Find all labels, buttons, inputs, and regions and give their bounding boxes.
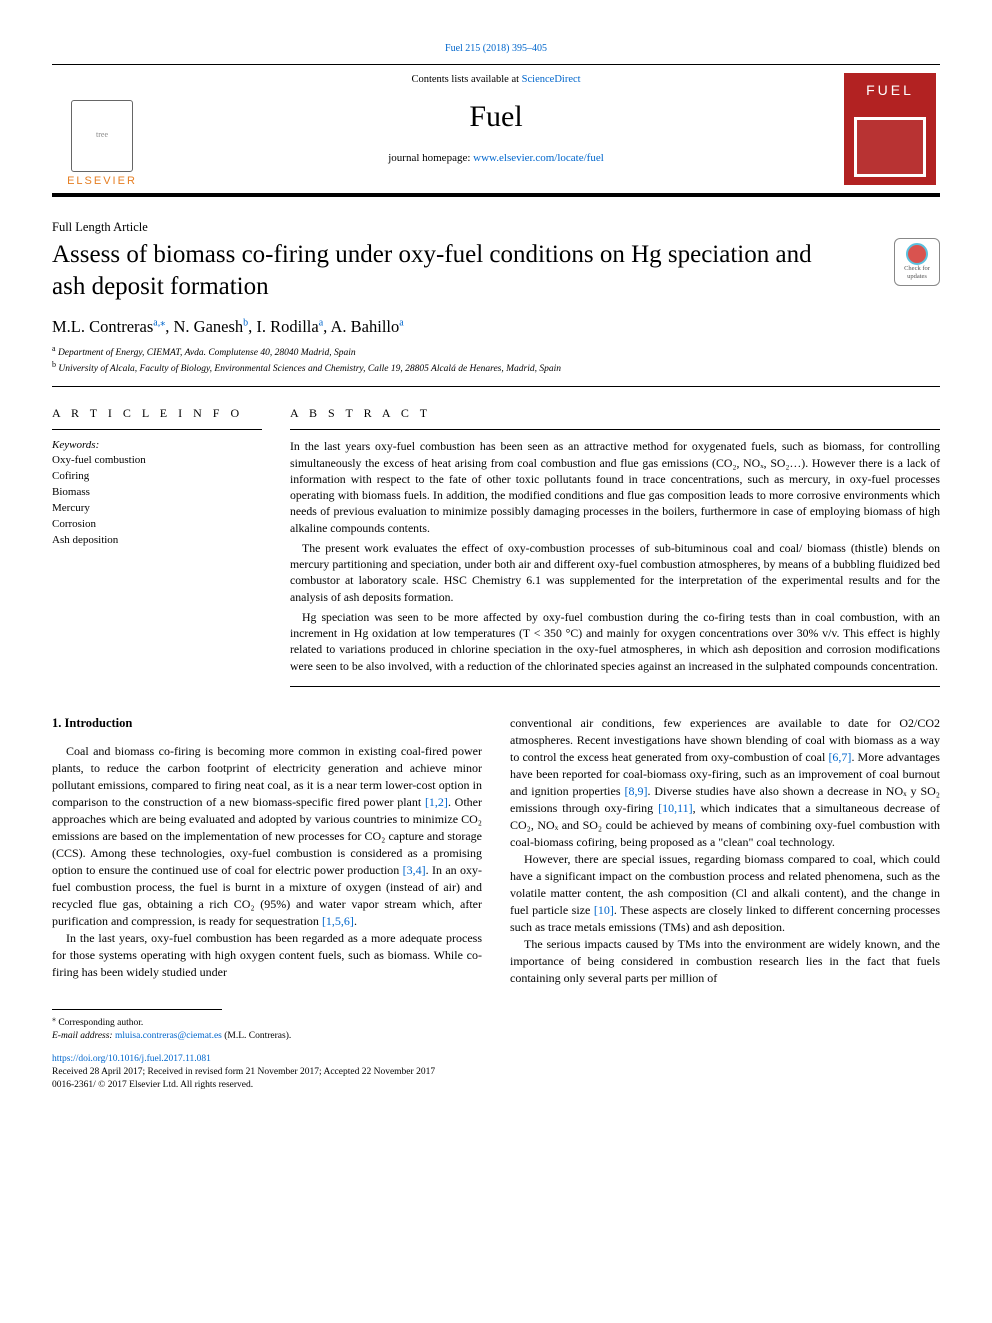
ref-12[interactable]: [1,2] [425,795,448,809]
info-abstract-row: A R T I C L E I N F O Keywords: Oxy-fuel… [52,405,940,687]
ref-34[interactable]: [3,4] [403,863,426,877]
contents-line: Contents lists available at ScienceDirec… [162,73,830,87]
publisher-logo: tree ELSEVIER [52,65,162,193]
ref-10[interactable]: [10] [594,903,614,917]
abstract-rule [290,429,940,430]
footnotes: ⁎ Corresponding author. E-mail address: … [52,1014,940,1043]
keyword-2: Biomass [52,485,262,501]
header-center: Contents lists available at ScienceDirec… [162,65,830,193]
rule-after-abstract [290,686,940,687]
copyright-line: 0016-2361/ © 2017 Elsevier Ltd. All righ… [52,1079,940,1092]
author-1: N. Ganesh [173,317,243,336]
journal-cover-text: FUEL [866,81,914,100]
article-info-col: A R T I C L E I N F O Keywords: Oxy-fuel… [52,405,262,687]
author-2-aff: a [319,317,323,328]
body-col-right: conventional air conditions, few experie… [510,715,940,988]
rule-above-info [52,386,940,387]
keyword-5: Ash deposition [52,533,262,549]
email-label: E-mail address: [52,1031,115,1041]
doi-link[interactable]: https://doi.org/10.1016/j.fuel.2017.11.0… [52,1053,940,1066]
section-1-heading: 1. Introduction [52,715,482,733]
keywords-list: Oxy-fuel combustion Cofiring Biomass Mer… [52,453,262,549]
journal-cover-inner [854,117,926,177]
author-3: A. Bahillo [331,317,400,336]
author-0: M.L. Contreras [52,317,153,336]
body-p-l0: Coal and biomass co-firing is becoming m… [52,743,482,930]
aff-key-a: a [52,344,56,353]
article-info-rule [52,429,262,430]
ref-89[interactable]: [8,9] [624,784,647,798]
abstract-p1: The present work evaluates the effect of… [290,540,940,605]
check-updates-badge[interactable]: Check for updates [894,238,940,286]
citation-header-link[interactable]: Fuel 215 (2018) 395–405 [52,42,940,56]
abstract-p2: Hg speciation was seen to be more affect… [290,609,940,674]
body-p-l1: In the last years, oxy-fuel combustion h… [52,930,482,981]
homepage-link[interactable]: www.elsevier.com/locate/fuel [473,152,604,164]
journal-title: Fuel [162,97,830,138]
homepage-prefix: journal homepage: [388,152,473,164]
section-title: Introduction [65,716,133,730]
footnote-rule [52,1009,222,1010]
author-3-aff: a [399,317,403,328]
homepage-line: journal homepage: www.elsevier.com/locat… [162,151,830,166]
sciencedirect-link[interactable]: ScienceDirect [522,74,581,85]
corr-text: Corresponding author. [58,1019,143,1029]
abstract-col: A B S T R A C T In the last years oxy-fu… [290,405,940,687]
email-link[interactable]: mluisa.contreras@ciemat.es [115,1031,222,1041]
author-1-aff: b [243,317,248,328]
email-line: E-mail address: mluisa.contreras@ciemat.… [52,1030,940,1043]
ref-156[interactable]: [1,5,6] [322,914,354,928]
article-type: Full Length Article [52,219,940,236]
affiliation-a: a Department of Energy, CIEMAT, Avda. Co… [52,344,940,360]
article-title: Assess of biomass co-firing under oxy-fu… [52,239,850,302]
affiliation-b: b University of Alcala, Faculty of Biolo… [52,360,940,376]
abstract-text: In the last years oxy-fuel combustion ha… [290,438,940,674]
journal-cover-box: FUEL [844,73,936,185]
body-columns: 1. Introduction Coal and biomass co-firi… [52,715,940,988]
author-2: I. Rodilla [256,317,318,336]
aff-text-b: University of Alcala, Faculty of Biology… [58,364,561,374]
abstract-p0: In the last years oxy-fuel combustion ha… [290,438,940,536]
article-info-heading: A R T I C L E I N F O [52,405,262,421]
body-p-r1: However, there are special issues, regar… [510,851,940,936]
doi-block: https://doi.org/10.1016/j.fuel.2017.11.0… [52,1053,940,1091]
crossmark-icon [906,243,928,265]
elsevier-tree-icon: tree [71,100,133,172]
keyword-3: Mercury [52,501,262,517]
abstract-heading: A B S T R A C T [290,405,940,421]
aff-key-b: b [52,360,56,369]
corr-symbol: ⁎ [52,1014,56,1023]
keywords-label: Keywords: [52,438,262,453]
check-updates-text2: updates [907,274,927,281]
affiliations: a Department of Energy, CIEMAT, Avda. Co… [52,344,940,376]
publisher-name: ELSEVIER [67,174,137,189]
received-line: Received 28 April 2017; Received in revi… [52,1066,940,1079]
email-suffix: (M.L. Contreras). [222,1031,291,1041]
keyword-1: Cofiring [52,469,262,485]
ref-1011[interactable]: [10,11] [658,801,693,815]
contents-prefix: Contents lists available at [411,74,521,85]
authors-line: M.L. Contrerasa,⁎, N. Ganeshb, I. Rodill… [52,316,940,338]
keyword-4: Corrosion [52,517,262,533]
check-updates-text1: Check for [904,266,930,273]
section-number: 1. [52,716,61,730]
author-0-corr: ⁎ [160,317,165,328]
journal-header: tree ELSEVIER Contents lists available a… [52,64,940,197]
journal-cover: FUEL [830,65,940,193]
body-p-r2: The serious impacts caused by TMs into t… [510,936,940,987]
body-p-r0: conventional air conditions, few experie… [510,715,940,851]
ref-67[interactable]: [6,7] [828,750,851,764]
corresponding-author: ⁎ Corresponding author. [52,1014,940,1030]
page-root: Fuel 215 (2018) 395–405 tree ELSEVIER Co… [0,0,992,1122]
aff-text-a: Department of Energy, CIEMAT, Avda. Comp… [58,348,356,358]
keyword-0: Oxy-fuel combustion [52,453,262,469]
body-col-left: 1. Introduction Coal and biomass co-firi… [52,715,482,988]
